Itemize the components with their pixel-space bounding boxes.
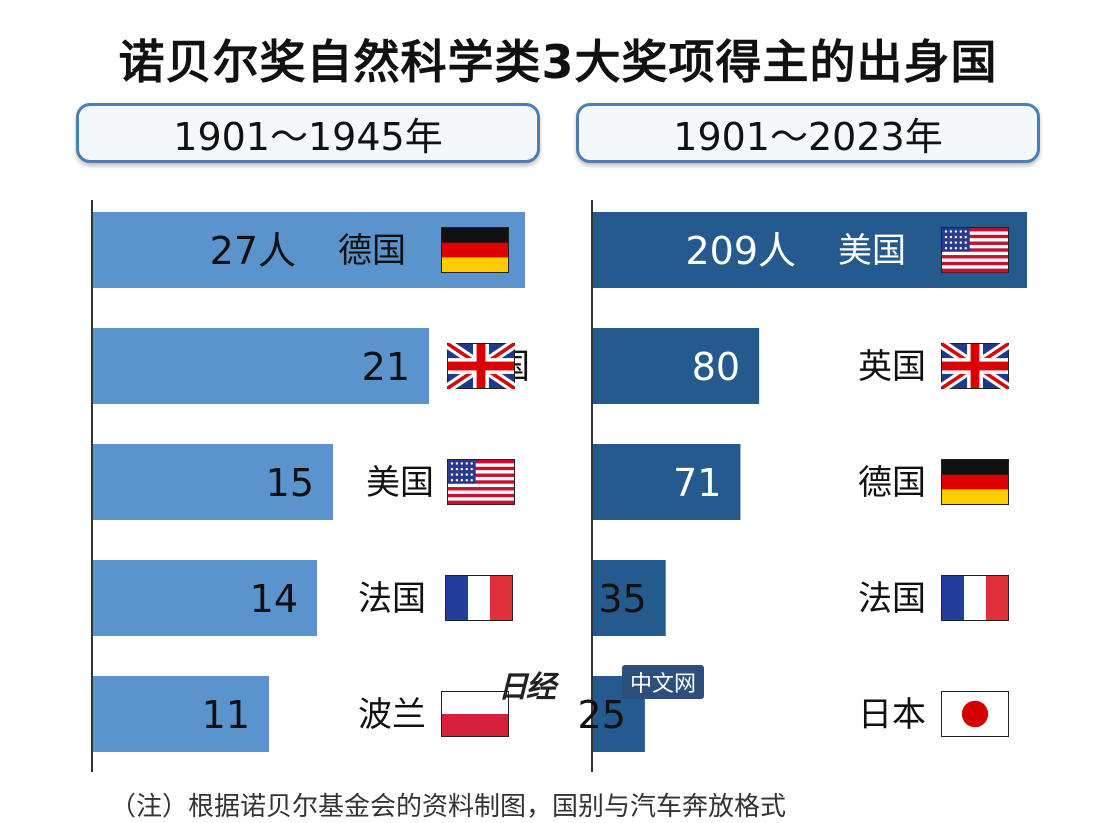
- right-value-label-3: 71: [673, 461, 721, 505]
- right-bar-3: [593, 444, 741, 520]
- france-flag-icon: [445, 575, 513, 621]
- left-bar-3: [93, 444, 333, 520]
- right-value-label-1: 209人: [685, 229, 796, 273]
- right-bar-4: [593, 560, 666, 636]
- uk-flag-icon: [445, 339, 517, 393]
- france-flag-icon: [941, 575, 1009, 621]
- period-label-left: 1901～1945年: [76, 103, 540, 163]
- left-value-label-1: 27人: [210, 229, 296, 273]
- left-category-label-3: 美国: [366, 463, 434, 503]
- left-value-label-3: 15: [266, 461, 314, 505]
- left-value-label-4: 14: [250, 577, 298, 621]
- left-bar-4: [93, 560, 317, 636]
- right-value-label-2: 80: [692, 345, 740, 389]
- left-bar-chart: 27人德国21英国15美国14法国11波兰: [91, 200, 530, 772]
- bar-charts: 27人德国21英国15美国14法国11波兰209人美国80英国71德国35法国2…: [91, 200, 1027, 772]
- left-category-label-1: 德国: [338, 231, 406, 271]
- germany-flag-icon: [941, 459, 1009, 505]
- right-bar-2: [593, 328, 760, 404]
- left-bar-5: [93, 676, 269, 752]
- watermark-tag: 中文网: [622, 665, 705, 699]
- usa-flag-icon: [941, 227, 1009, 273]
- poland-flag-icon: [441, 691, 509, 737]
- watermark-logo: 日经: [498, 670, 556, 705]
- left-bar-2: [93, 328, 429, 404]
- left-value-label-2: 21: [362, 345, 410, 389]
- right-category-label-2: 英国: [858, 347, 926, 387]
- left-category-label-4: 法国: [358, 579, 426, 619]
- footnote: （注）根据诺贝尔基金会的资料制图，国别与汽车奔放格式: [110, 792, 787, 822]
- chart-title: 诺贝尔奖自然科学类3大奖项得主的出身国: [118, 35, 998, 89]
- right-category-label-3: 德国: [858, 463, 926, 503]
- right-category-label-5: 日本: [858, 695, 926, 735]
- right-category-label-4: 法国: [858, 579, 926, 619]
- japan-flag-icon: [941, 691, 1009, 737]
- left-category-label-5: 波兰: [358, 695, 426, 735]
- period-label-right: 1901～2023年: [576, 103, 1040, 163]
- left-value-label-5: 11: [202, 693, 250, 737]
- right-value-label-5: 25: [578, 693, 626, 737]
- germany-flag-icon: [441, 227, 509, 273]
- usa-flag-icon: [447, 459, 515, 505]
- right-category-label-1: 美国: [838, 231, 906, 271]
- right-value-label-4: 35: [598, 577, 646, 621]
- uk-flag-icon: [939, 339, 1011, 393]
- right-bar-chart: 209人 美国 80 英国 71 德国 35 法国 25 日本: [578, 200, 1027, 772]
